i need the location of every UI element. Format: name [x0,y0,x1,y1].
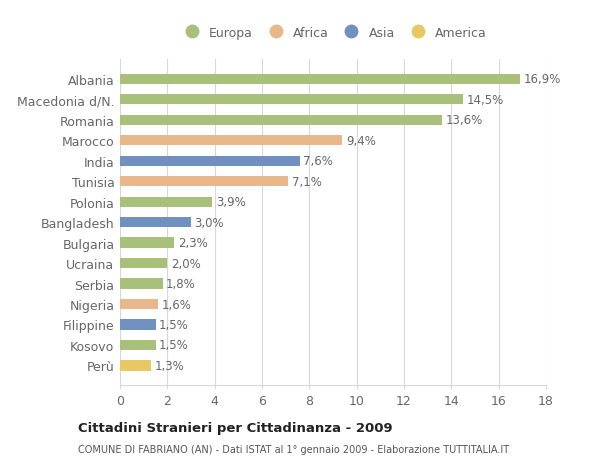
Bar [120,177,288,187]
Text: 7,6%: 7,6% [304,155,333,168]
Text: 3,9%: 3,9% [216,196,245,209]
Bar [120,238,175,248]
Text: 1,5%: 1,5% [159,318,189,331]
Text: 7,1%: 7,1% [292,175,322,188]
Text: 9,4%: 9,4% [346,134,376,147]
Text: 13,6%: 13,6% [445,114,482,127]
Bar [120,299,158,309]
Text: COMUNE DI FABRIANO (AN) - Dati ISTAT al 1° gennaio 2009 - Elaborazione TUTTITALI: COMUNE DI FABRIANO (AN) - Dati ISTAT al … [78,444,509,454]
Text: 1,3%: 1,3% [154,359,184,372]
Bar [120,156,300,167]
Text: 2,0%: 2,0% [171,257,200,270]
Bar [120,115,442,126]
Legend: Europa, Africa, Asia, America: Europa, Africa, Asia, America [179,27,487,40]
Bar [120,218,191,228]
Bar [120,136,343,146]
Text: 2,3%: 2,3% [178,236,208,250]
Text: Cittadini Stranieri per Cittadinanza - 2009: Cittadini Stranieri per Cittadinanza - 2… [78,421,392,434]
Bar [120,258,167,269]
Bar [120,360,151,371]
Bar [120,95,463,105]
Bar [120,279,163,289]
Text: 16,9%: 16,9% [524,73,561,86]
Bar [120,197,212,207]
Text: 1,8%: 1,8% [166,277,196,291]
Bar [120,319,155,330]
Text: 3,0%: 3,0% [194,216,224,229]
Bar [120,74,520,85]
Text: 14,5%: 14,5% [467,94,504,106]
Text: 1,6%: 1,6% [161,298,191,311]
Text: 1,5%: 1,5% [159,339,189,352]
Bar [120,340,155,350]
